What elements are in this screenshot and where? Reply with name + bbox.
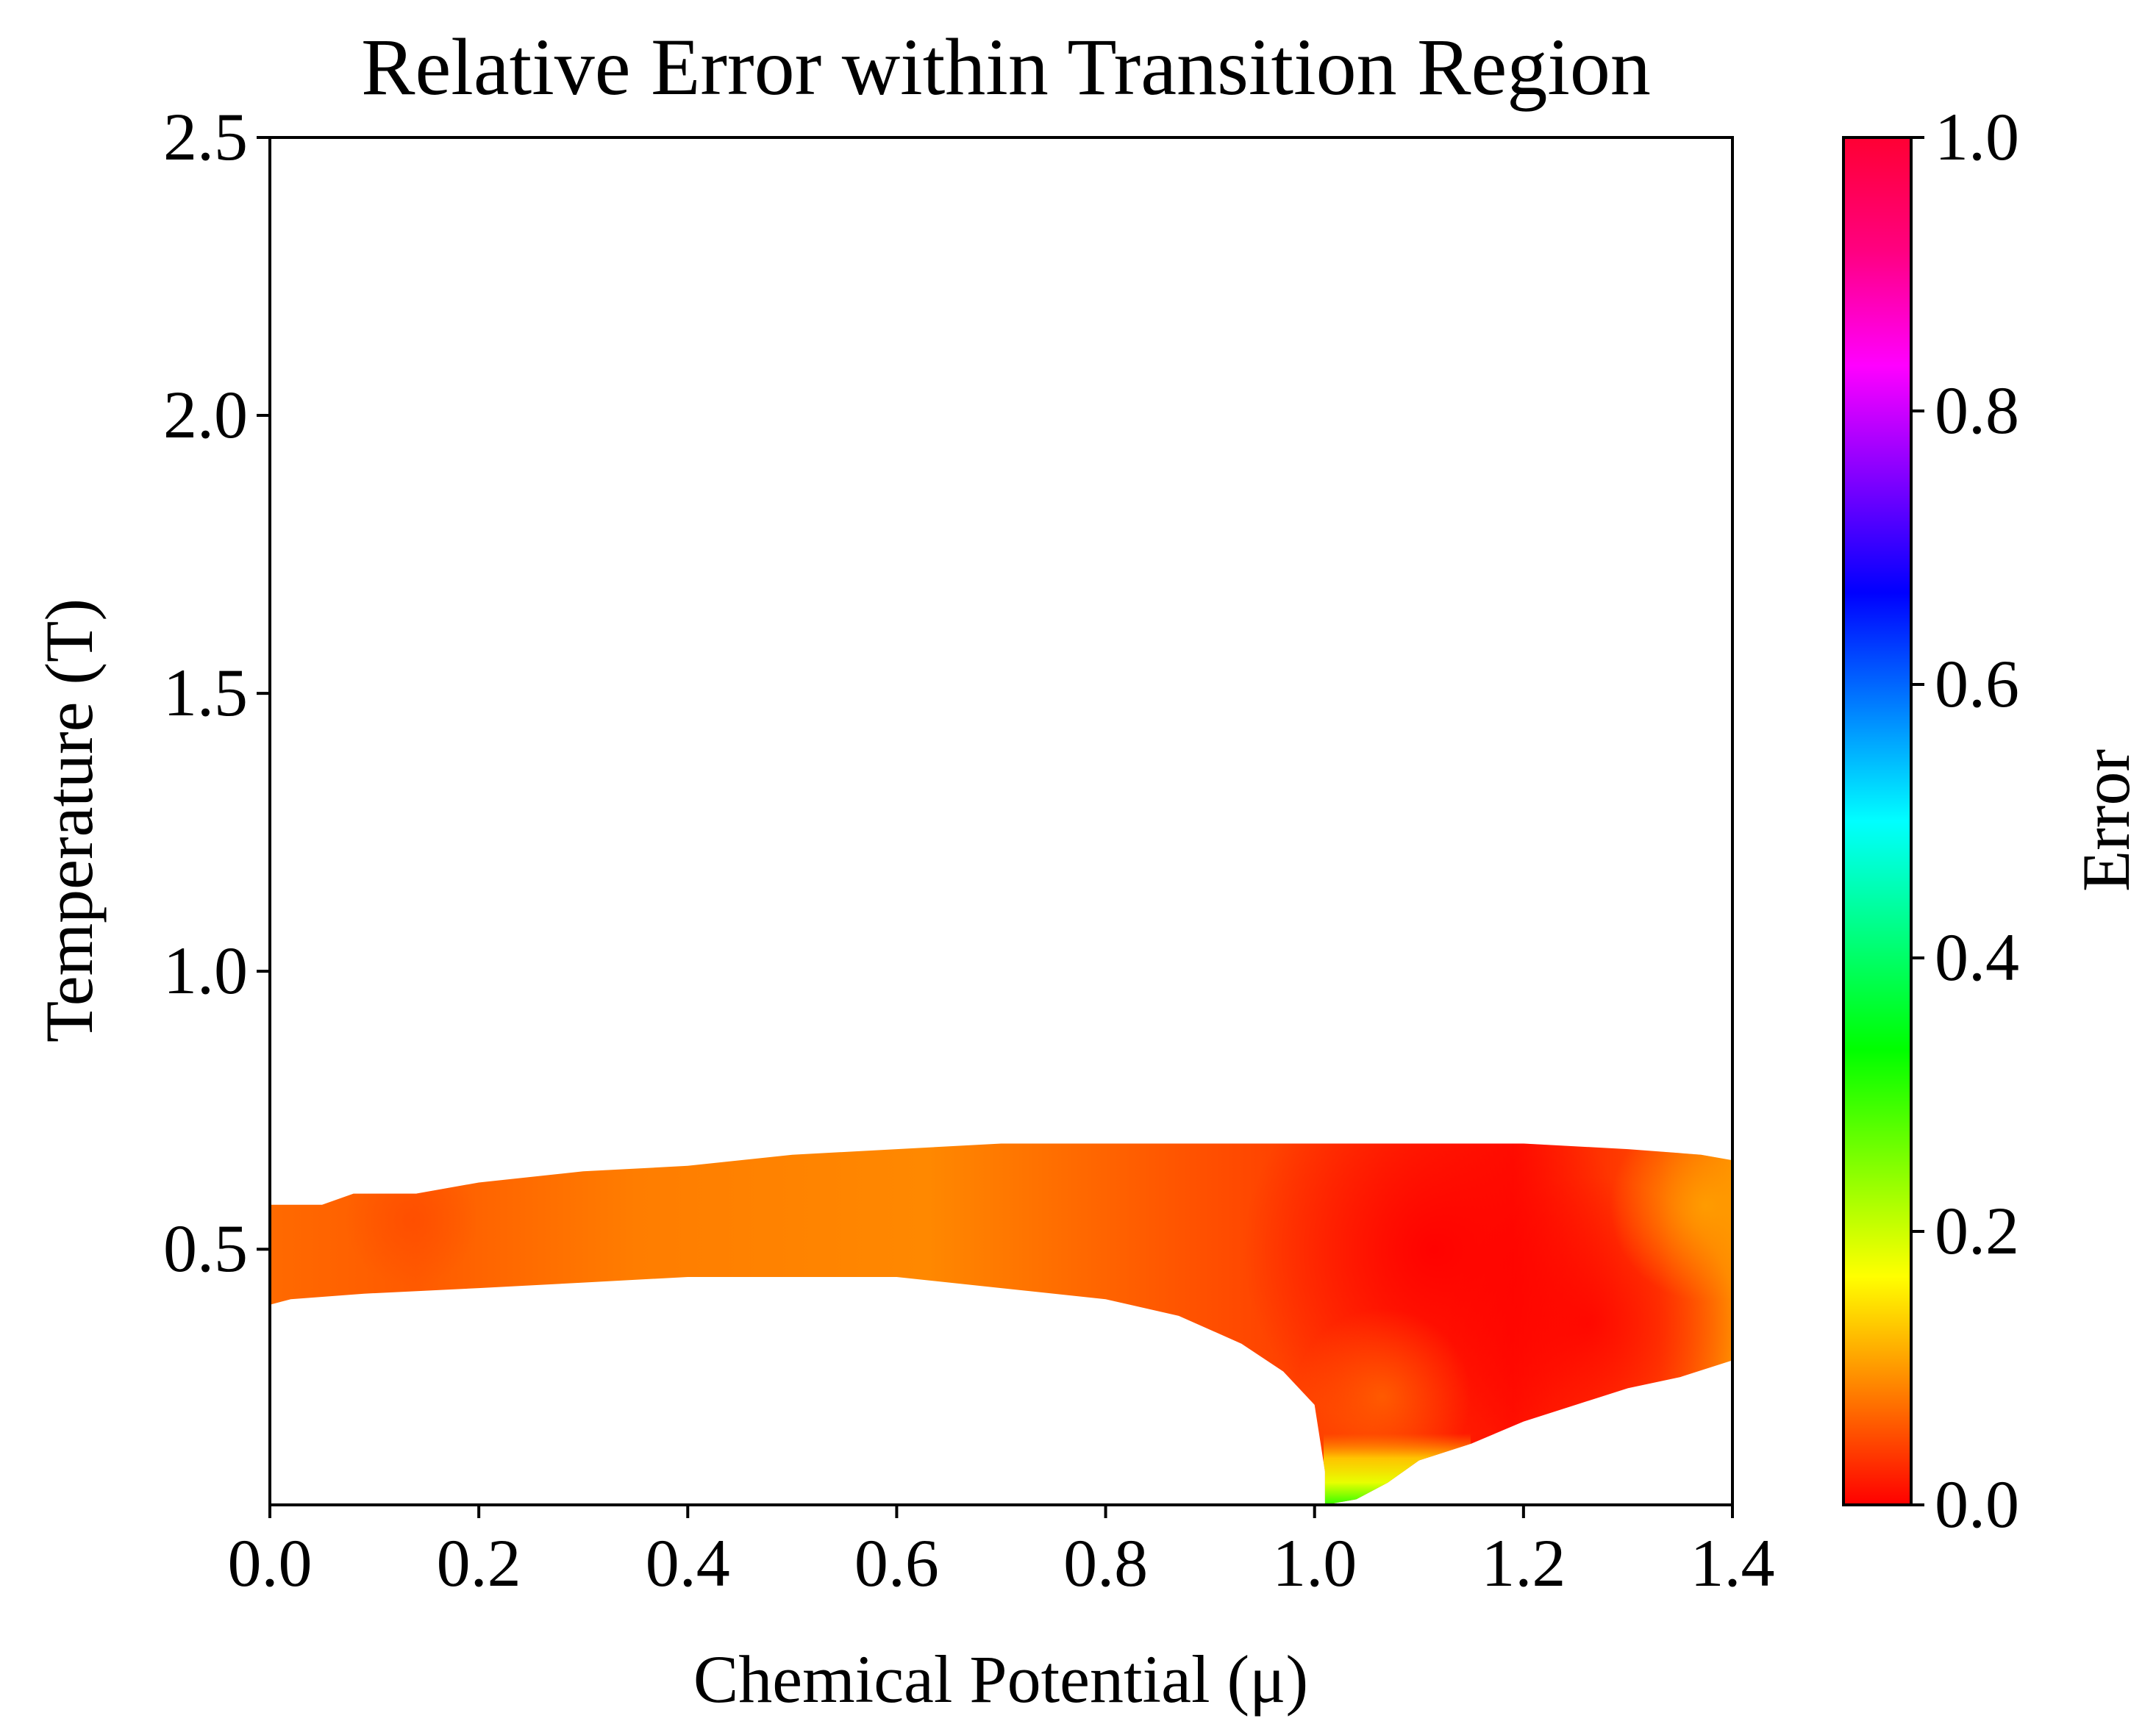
x-tick-label: 0.0 — [228, 1525, 313, 1600]
colorbar-tick-label: 1.0 — [1935, 99, 2019, 174]
colorbar-tick-label: 0.8 — [1935, 373, 2019, 448]
heatmap-region — [270, 1143, 1732, 1505]
x-tick-label: 0.8 — [1063, 1525, 1148, 1600]
colorbar-tick-label: 0.0 — [1935, 1467, 2019, 1542]
colorbar-label: Error — [2068, 749, 2143, 892]
colorbar-bar — [1842, 136, 1913, 1506]
x-tick-label: 1.0 — [1272, 1525, 1357, 1600]
y-tick-label: 0.5 — [163, 1211, 248, 1286]
colorbar-ticks: 0.0 0.2 0.4 0.6 0.8 1.0 — [1911, 99, 2019, 1542]
plot-frame — [268, 136, 1734, 1506]
x-axis: 0.0 0.2 0.4 0.6 0.8 1.0 1.2 1.4 — [228, 1505, 1775, 1600]
y-axis-label: Temperature (T) — [32, 598, 107, 1042]
x-tick-label: 1.4 — [1691, 1525, 1775, 1600]
colorbar-tick-label: 0.6 — [1935, 646, 2019, 721]
error-shading — [309, 1143, 1732, 1505]
colorbar-tick-label: 0.2 — [1935, 1193, 2019, 1268]
colorbar: 0.0 0.2 0.4 0.6 0.8 1.0 Error — [1842, 99, 2143, 1542]
y-axis: 0.5 1.0 1.5 2.0 2.5 — [163, 99, 270, 1286]
colorbar-tick-label: 0.4 — [1935, 920, 2019, 995]
x-tick-label: 0.6 — [854, 1525, 939, 1600]
x-tick-label: 0.2 — [437, 1525, 521, 1600]
y-tick-label: 2.0 — [163, 377, 248, 452]
y-tick-label: 1.0 — [163, 933, 248, 1008]
chart-title: Relative Error within Transition Region — [361, 22, 1651, 112]
x-tick-label: 1.2 — [1481, 1525, 1566, 1600]
x-tick-label: 0.4 — [646, 1525, 730, 1600]
y-tick-label: 1.5 — [163, 655, 248, 730]
y-tick-label: 2.5 — [163, 99, 248, 174]
x-axis-label: Chemical Potential (μ) — [693, 1642, 1308, 1717]
